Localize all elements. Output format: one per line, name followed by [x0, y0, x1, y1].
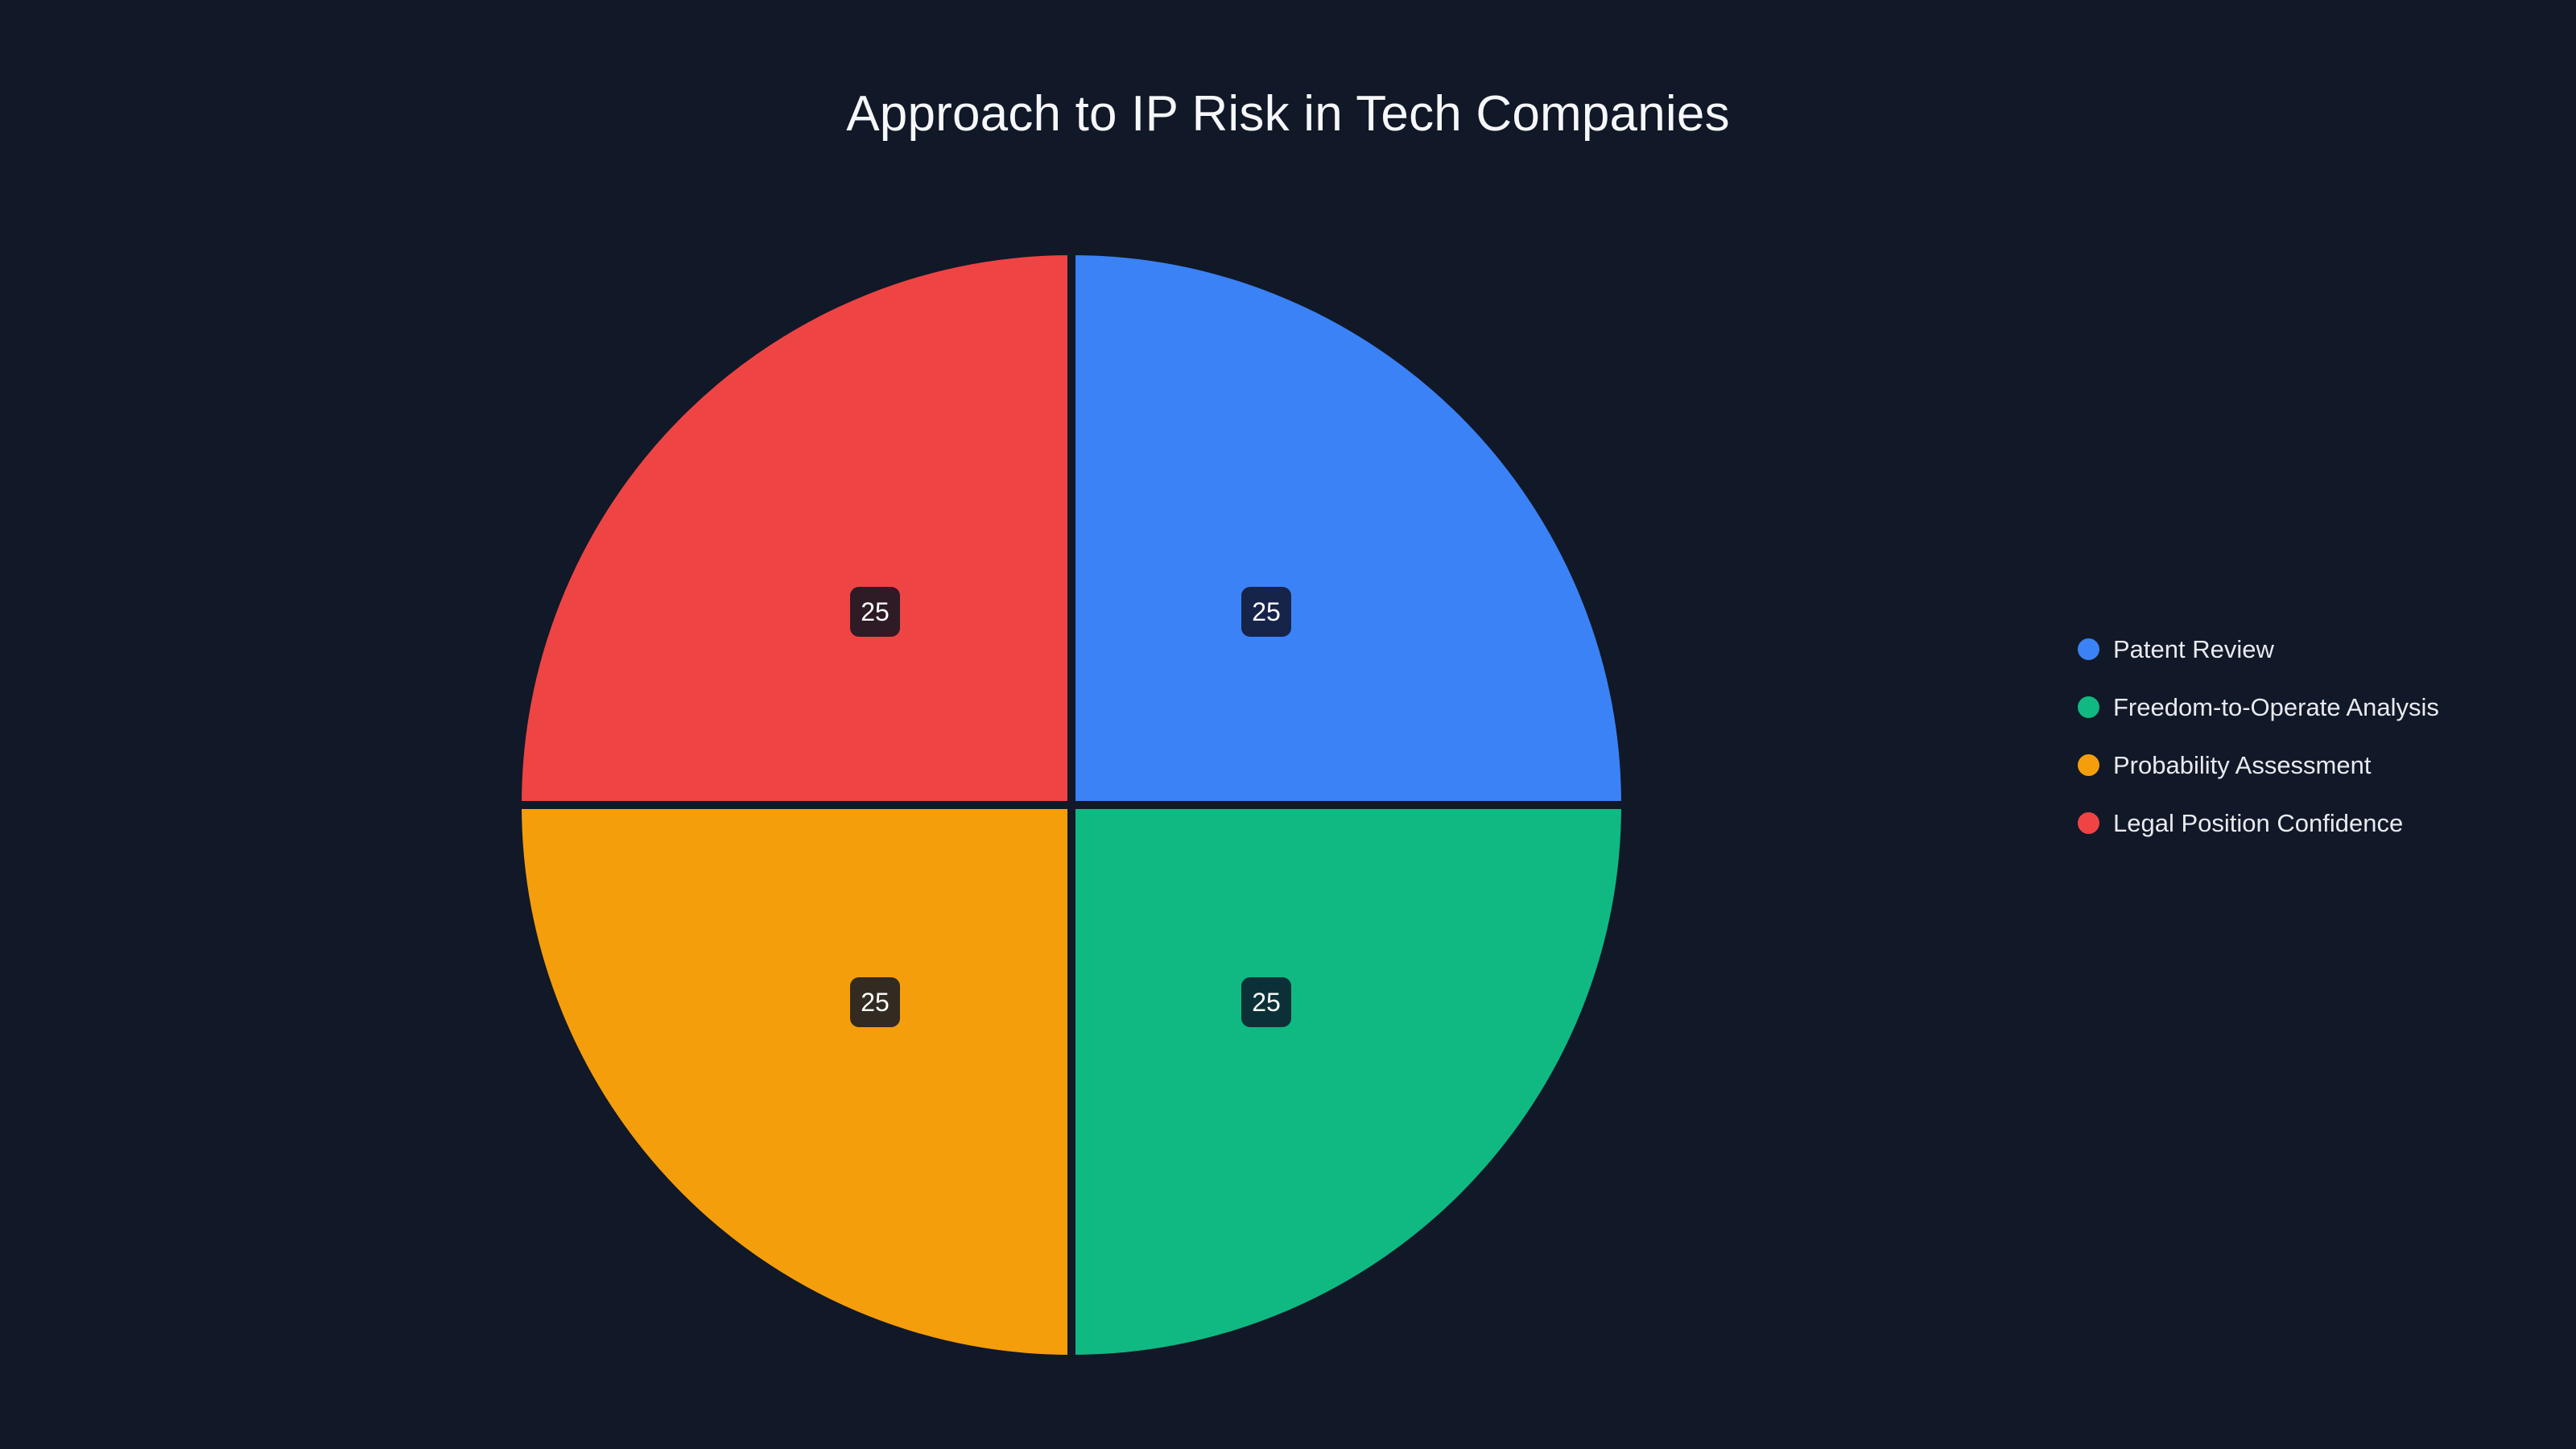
pie-slice[interactable]	[1067, 801, 1629, 1363]
legend-item-label: Legal Position Confidence	[2113, 808, 2404, 837]
pie-plot-area: 25 25 25 25	[514, 247, 1629, 1363]
legend-color-swatch-icon	[2078, 696, 2099, 718]
pie-slices	[514, 247, 1629, 1363]
chart-legend: Patent Review Freedom-to-Operate Analysis…	[2078, 620, 2439, 852]
chart-title: Approach to IP Risk in Tech Companies	[846, 86, 1730, 142]
pie-data-label: 25	[1241, 977, 1291, 1027]
legend-item[interactable]: Freedom-to-Operate Analysis	[2078, 678, 2439, 736]
legend-color-swatch-icon	[2078, 753, 2099, 776]
pie-slice[interactable]	[1067, 247, 1629, 809]
legend-item-label: Probability Assessment	[2113, 750, 2372, 779]
legend-item[interactable]: Legal Position Confidence	[2078, 794, 2439, 852]
pie-data-label: 25	[850, 587, 900, 637]
legend-color-swatch-icon	[2078, 638, 2099, 660]
pie-slice[interactable]	[514, 247, 1075, 809]
legend-item[interactable]: Patent Review	[2078, 620, 2439, 678]
legend-color-swatch-icon	[2078, 811, 2099, 834]
legend-item-label: Patent Review	[2113, 634, 2274, 663]
pie-data-label: 25	[1241, 587, 1291, 637]
legend-item-label: Freedom-to-Operate Analysis	[2113, 692, 2439, 721]
legend-item[interactable]: Probability Assessment	[2078, 736, 2439, 794]
pie-data-label: 25	[850, 977, 900, 1027]
pie-slice[interactable]	[514, 801, 1075, 1363]
pie-chart-svg	[514, 247, 1629, 1363]
